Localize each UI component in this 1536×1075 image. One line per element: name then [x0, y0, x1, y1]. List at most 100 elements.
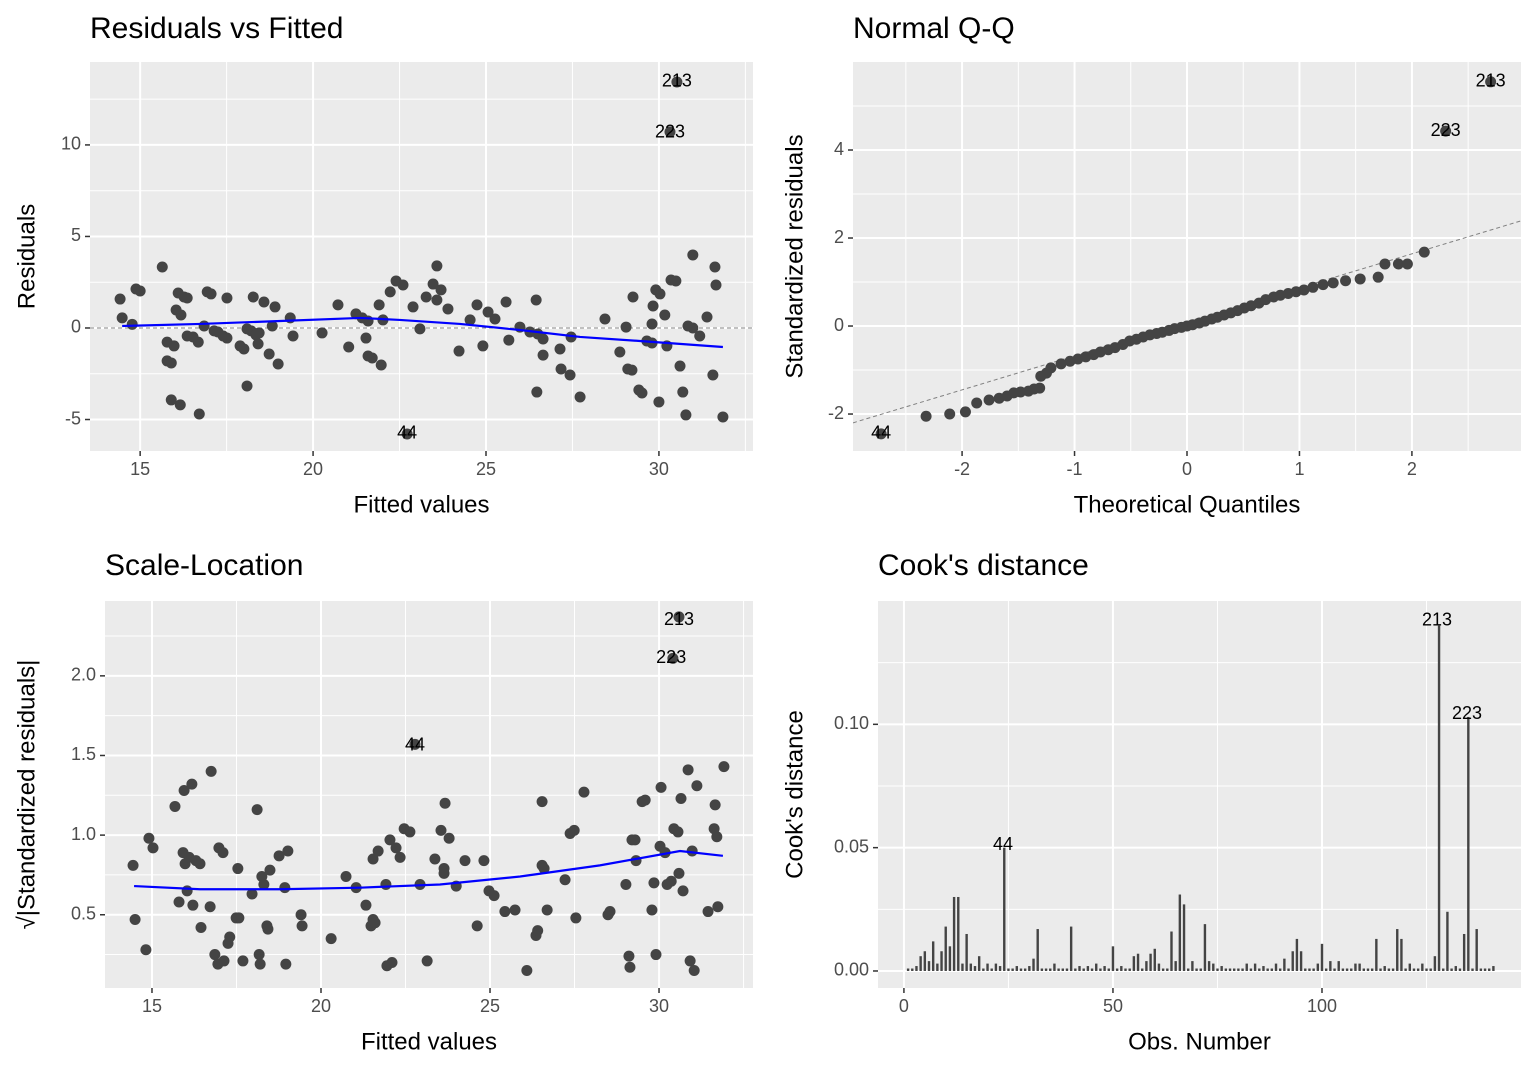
point — [253, 949, 265, 961]
point — [659, 309, 671, 321]
point-label: 44 — [871, 423, 891, 443]
bar — [1090, 968, 1094, 971]
bar — [944, 926, 947, 971]
bar — [931, 941, 935, 971]
point — [1392, 258, 1404, 270]
y-axis-title: Residuals — [13, 204, 40, 309]
point — [655, 781, 667, 793]
x-tick-label: 30 — [649, 459, 669, 479]
y-axis-title: Cook's distance — [781, 710, 808, 879]
point — [221, 332, 233, 344]
chart-title: Scale-Location — [105, 549, 303, 582]
bar — [927, 961, 931, 971]
point — [971, 397, 983, 409]
point-label: 44 — [405, 735, 425, 755]
plot-layer — [906, 625, 1495, 971]
y-tick-label: 2.0 — [71, 665, 96, 685]
bar — [1404, 968, 1407, 971]
bar — [1153, 948, 1156, 971]
bar — [1479, 968, 1483, 971]
point-label: 213 — [662, 71, 692, 91]
bar — [1224, 968, 1228, 971]
bar — [1387, 968, 1391, 971]
bar — [994, 963, 998, 971]
bar — [1015, 966, 1019, 971]
x-tick-label: 15 — [142, 996, 162, 1016]
point — [258, 878, 270, 890]
point-label: 223 — [656, 647, 686, 667]
point — [717, 411, 729, 423]
bar — [1350, 968, 1353, 971]
point — [427, 278, 439, 290]
point — [499, 906, 511, 918]
bar — [1099, 968, 1102, 971]
bar — [1161, 968, 1165, 971]
bar — [1442, 968, 1445, 971]
bar — [1115, 968, 1119, 971]
point — [429, 853, 441, 865]
point — [439, 797, 451, 809]
x-tick-label: 2 — [1407, 459, 1417, 479]
panel-background — [105, 601, 753, 988]
point — [343, 341, 355, 353]
point — [386, 957, 398, 969]
bar — [1166, 968, 1169, 971]
bar — [1212, 963, 1215, 971]
x-axis-title: Fitted values — [361, 1028, 497, 1055]
point — [384, 834, 396, 846]
x-tick-label: 20 — [303, 459, 323, 479]
bar — [940, 951, 943, 971]
point — [620, 878, 632, 890]
point — [156, 261, 168, 273]
x-tick-label: 30 — [649, 996, 669, 1016]
bar — [965, 933, 968, 971]
point — [702, 906, 714, 918]
y-tick-label: 2 — [834, 227, 844, 247]
bar — [1011, 968, 1014, 971]
point — [1327, 277, 1339, 289]
x-tick-label: 0 — [899, 996, 909, 1016]
point-label: 44 — [993, 834, 1013, 854]
bar — [1007, 968, 1010, 971]
x-tick-label: 0 — [1182, 459, 1192, 479]
y-tick-label: 4 — [834, 139, 844, 159]
bar — [1216, 968, 1219, 971]
bar — [1400, 938, 1403, 971]
bar — [1203, 924, 1207, 971]
point — [407, 301, 419, 313]
point — [509, 904, 521, 916]
point — [599, 313, 611, 325]
point — [279, 882, 291, 894]
point — [711, 831, 723, 843]
point — [175, 309, 187, 321]
bar — [977, 956, 981, 971]
point — [477, 340, 489, 352]
point — [367, 853, 379, 865]
point — [435, 284, 447, 296]
bar — [1157, 963, 1161, 971]
bar — [1053, 963, 1056, 971]
bar — [1383, 966, 1386, 971]
bar — [1312, 968, 1315, 971]
point — [537, 333, 549, 345]
point — [521, 964, 533, 976]
bar — [1320, 943, 1324, 971]
smooth-line — [122, 316, 723, 349]
x-tick-label: -2 — [954, 459, 970, 479]
point — [205, 765, 217, 777]
point — [531, 386, 543, 398]
point — [252, 338, 264, 350]
point — [263, 348, 275, 360]
bar — [1454, 966, 1457, 971]
point — [673, 867, 685, 879]
point — [204, 901, 216, 913]
bar — [1065, 968, 1069, 971]
point — [701, 311, 713, 323]
point — [251, 804, 263, 816]
point — [178, 785, 190, 797]
point — [489, 313, 501, 325]
point — [198, 320, 210, 332]
bar — [1270, 968, 1274, 971]
point — [654, 288, 666, 300]
point — [694, 330, 706, 342]
